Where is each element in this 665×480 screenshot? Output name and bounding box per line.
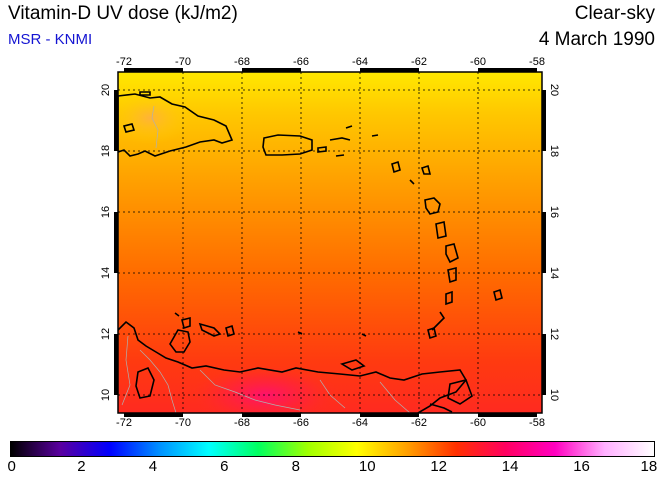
longitude-label: -68 [234, 417, 250, 429]
montserrat [409, 179, 415, 185]
latitude-label: 10 [548, 389, 560, 401]
longitude-label: -64 [352, 56, 368, 68]
gonave-island [122, 123, 136, 133]
source-label: MSR - KNMI [8, 31, 93, 48]
colorbar [10, 441, 655, 457]
longitude-label: -58 [529, 417, 545, 429]
st-vincent [445, 290, 453, 306]
latitude-label: 14 [100, 267, 112, 279]
grenada [427, 326, 437, 340]
trinidad [447, 379, 473, 405]
colorbar-tick-label: 8 [291, 458, 300, 475]
colorbar-tick-label: 12 [430, 458, 447, 475]
latitude-label: 10 [100, 389, 112, 401]
longitude-label: -72 [116, 417, 132, 429]
longitude-label: -72 [116, 56, 132, 68]
virgin-islands [329, 137, 351, 157]
graticule [118, 72, 542, 413]
grenadines [431, 311, 446, 331]
latitude-label: 12 [100, 328, 112, 340]
orinoco-delta [429, 403, 453, 413]
latitude-labels-left: 10 12 14 16 18 20 [100, 84, 112, 401]
longitude-label: -62 [411, 417, 427, 429]
map-border-ticks [114, 68, 546, 417]
dominica [435, 221, 447, 239]
colorbar-tick-label: 16 [573, 458, 590, 475]
longitude-label: -62 [411, 56, 427, 68]
longitude-label: -60 [470, 417, 486, 429]
latitude-label: 16 [100, 206, 112, 218]
latitude-label: 14 [548, 267, 560, 279]
colorbar-tick-label: 0 [7, 458, 16, 475]
longitude-label: -58 [529, 56, 545, 68]
colorbar-tick-label: 10 [358, 458, 376, 475]
condition-label: Clear-sky [574, 3, 655, 24]
latitude-label: 12 [548, 328, 560, 340]
longitude-labels-top: -72 -70 -68 -66 -64 -62 -60 -58 [116, 56, 545, 68]
longitude-label: -64 [352, 417, 368, 429]
martinique [445, 243, 459, 264]
date-label: 4 March 1990 [538, 29, 655, 50]
tortuga-island [139, 91, 151, 96]
longitude-label: -66 [293, 56, 309, 68]
colorbar-tick-label: 6 [220, 458, 229, 475]
longitude-label: -70 [175, 56, 191, 68]
boundaries [121, 105, 411, 413]
colorbar-tick-label: 4 [148, 458, 158, 475]
colorbar-ticks: 0 2 4 6 8 10 12 14 16 18 [0, 458, 665, 480]
longitude-label: -66 [293, 417, 309, 429]
south-american-coast [118, 320, 467, 413]
lake-maracaibo [135, 366, 155, 399]
anguilla [345, 125, 379, 137]
longitude-label: -68 [234, 56, 250, 68]
longitude-labels-bottom: -72 -70 -68 -66 -64 -62 -60 -58 [116, 417, 545, 429]
st-kitts [391, 160, 401, 174]
paraguana-peninsula [169, 329, 191, 353]
aruba [181, 316, 191, 330]
dose-field [118, 72, 542, 413]
longitude-label: -60 [470, 56, 486, 68]
latitude-label: 20 [100, 84, 112, 96]
colorbar-tick-label: 2 [77, 458, 86, 475]
latitude-label: 16 [548, 206, 560, 218]
longitude-label: -70 [175, 417, 191, 429]
antigua [420, 164, 432, 175]
map-title: Vitamin-D UV dose (kJ/m2) [8, 3, 238, 24]
colorbar-tick-label: 14 [501, 458, 519, 475]
st-lucia [447, 266, 457, 284]
hispaniola-coast [118, 93, 234, 157]
colorbar-tick-label: 18 [640, 458, 658, 475]
latitude-labels-right: 10 12 14 16 18 20 [548, 84, 560, 401]
uv-dose-map: -72 -70 -68 -66 -64 -62 -60 -58 -72 -70 -68 -66 -64… [100, 56, 560, 429]
latitude-label: 20 [548, 84, 560, 96]
latitude-label: 18 [100, 145, 112, 157]
curacao [198, 322, 222, 337]
latitude-label: 18 [548, 145, 560, 157]
margarita-island [340, 359, 366, 371]
barbados [493, 288, 503, 302]
